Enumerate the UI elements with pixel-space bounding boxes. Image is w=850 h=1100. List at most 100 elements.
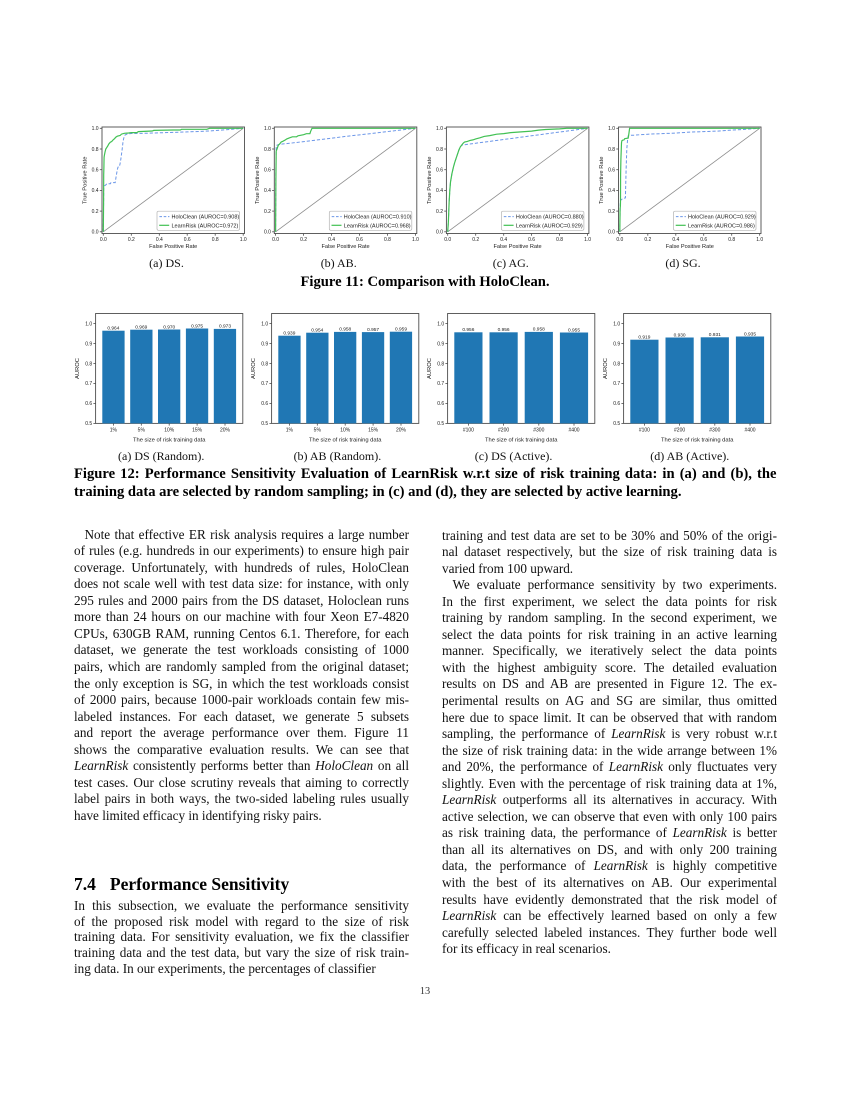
svg-text:True Positive Rate: True Positive Rate bbox=[427, 157, 433, 204]
svg-text:0.6: 0.6 bbox=[92, 168, 99, 174]
svg-text:10%: 10% bbox=[164, 428, 175, 434]
svg-text:0.9: 0.9 bbox=[437, 341, 444, 347]
svg-text:0.8: 0.8 bbox=[85, 361, 92, 367]
svg-text:0.6: 0.6 bbox=[261, 401, 268, 407]
svg-text:0.8: 0.8 bbox=[436, 147, 443, 153]
svg-text:HoloClean (AUROC=0.929): HoloClean (AUROC=0.929) bbox=[688, 215, 756, 221]
svg-text:0.9: 0.9 bbox=[261, 341, 268, 347]
svg-text:#200: #200 bbox=[674, 428, 685, 434]
svg-text:0.959: 0.959 bbox=[395, 327, 407, 333]
svg-text:0.6: 0.6 bbox=[608, 168, 615, 174]
svg-text:0.4: 0.4 bbox=[92, 188, 99, 194]
svg-text:0.2: 0.2 bbox=[92, 209, 99, 215]
svg-text:0.4: 0.4 bbox=[156, 237, 163, 243]
svg-text:0.954: 0.954 bbox=[311, 328, 323, 334]
svg-text:0.7: 0.7 bbox=[261, 381, 268, 387]
svg-text:20%: 20% bbox=[220, 428, 231, 434]
svg-text:15%: 15% bbox=[192, 428, 203, 434]
svg-text:LearnRisk (AUROC=0.972): LearnRisk (AUROC=0.972) bbox=[172, 223, 239, 229]
svg-text:0.919: 0.919 bbox=[638, 335, 650, 341]
svg-text:0.4: 0.4 bbox=[436, 188, 443, 194]
svg-text:0.6: 0.6 bbox=[528, 237, 535, 243]
svg-text:HoloClean (AUROC=0.908): HoloClean (AUROC=0.908) bbox=[172, 215, 240, 221]
svg-text:0.2: 0.2 bbox=[264, 209, 271, 215]
svg-text:0.8: 0.8 bbox=[556, 237, 563, 243]
svg-text:The size of risk training data: The size of risk training data bbox=[133, 437, 206, 443]
svg-text:0.4: 0.4 bbox=[672, 237, 679, 243]
svg-text:#300: #300 bbox=[533, 428, 544, 434]
svg-text:1.0: 1.0 bbox=[436, 126, 443, 132]
svg-text:HoloClean (AUROC=0.880): HoloClean (AUROC=0.880) bbox=[516, 215, 584, 221]
svg-text:10%: 10% bbox=[340, 428, 351, 434]
svg-text:0.0: 0.0 bbox=[92, 230, 99, 236]
svg-text:0.955: 0.955 bbox=[568, 327, 580, 333]
svg-text:0.975: 0.975 bbox=[191, 323, 203, 329]
svg-text:0.931: 0.931 bbox=[709, 332, 721, 338]
svg-text:0.6: 0.6 bbox=[184, 237, 191, 243]
svg-text:1.0: 1.0 bbox=[264, 126, 271, 132]
svg-text:True Positive Rate: True Positive Rate bbox=[83, 157, 89, 204]
svg-text:0.8: 0.8 bbox=[728, 237, 735, 243]
svg-text:1.0: 1.0 bbox=[412, 237, 419, 243]
svg-text:0.4: 0.4 bbox=[608, 188, 615, 194]
svg-text:0.0: 0.0 bbox=[444, 237, 451, 243]
svg-text:0.969: 0.969 bbox=[135, 325, 147, 331]
svg-text:0.958: 0.958 bbox=[339, 327, 351, 333]
svg-text:LearnRisk (AUROC=0.968): LearnRisk (AUROC=0.968) bbox=[344, 223, 411, 229]
svg-text:0.2: 0.2 bbox=[644, 237, 651, 243]
svg-text:1%: 1% bbox=[110, 428, 118, 434]
svg-text:0.2: 0.2 bbox=[128, 237, 135, 243]
svg-text:LearnRisk (AUROC=0.929): LearnRisk (AUROC=0.929) bbox=[516, 223, 583, 229]
svg-text:0.7: 0.7 bbox=[437, 381, 444, 387]
svg-text:0.930: 0.930 bbox=[674, 332, 686, 338]
svg-text:20%: 20% bbox=[396, 428, 407, 434]
svg-text:False Positive Rate: False Positive Rate bbox=[321, 244, 369, 250]
svg-text:0.9: 0.9 bbox=[85, 341, 92, 347]
svg-text:1%: 1% bbox=[286, 428, 294, 434]
svg-text:0.6: 0.6 bbox=[700, 237, 707, 243]
svg-text:0.8: 0.8 bbox=[261, 361, 268, 367]
svg-text:0.970: 0.970 bbox=[163, 324, 175, 330]
svg-text:AUROC: AUROC bbox=[427, 358, 433, 379]
svg-text:5%: 5% bbox=[314, 428, 322, 434]
svg-text:#400: #400 bbox=[744, 428, 755, 434]
svg-text:0.973: 0.973 bbox=[219, 324, 231, 330]
svg-text:1.0: 1.0 bbox=[85, 321, 92, 327]
svg-text:0.956: 0.956 bbox=[498, 327, 510, 333]
svg-text:0.7: 0.7 bbox=[85, 381, 92, 387]
svg-text:#100: #100 bbox=[463, 428, 474, 434]
svg-text:0.6: 0.6 bbox=[356, 237, 363, 243]
svg-text:#200: #200 bbox=[498, 428, 509, 434]
svg-text:#300: #300 bbox=[709, 428, 720, 434]
svg-text:0.0: 0.0 bbox=[436, 230, 443, 236]
svg-text:#400: #400 bbox=[568, 428, 579, 434]
svg-text:0.8: 0.8 bbox=[384, 237, 391, 243]
svg-text:0.0: 0.0 bbox=[616, 237, 623, 243]
svg-text:The size of risk training data: The size of risk training data bbox=[485, 437, 558, 443]
svg-text:0.956: 0.956 bbox=[462, 327, 474, 333]
svg-text:AUROC: AUROC bbox=[603, 358, 609, 379]
svg-text:0.5: 0.5 bbox=[261, 421, 268, 427]
svg-text:0.0: 0.0 bbox=[100, 237, 107, 243]
svg-text:0.0: 0.0 bbox=[272, 237, 279, 243]
svg-text:0.6: 0.6 bbox=[613, 401, 620, 407]
svg-text:HoloClean (AUROC=0.910): HoloClean (AUROC=0.910) bbox=[344, 215, 412, 221]
svg-text:0.8: 0.8 bbox=[92, 147, 99, 153]
svg-text:1.0: 1.0 bbox=[584, 237, 591, 243]
svg-text:True Positive Rate: True Positive Rate bbox=[255, 157, 261, 204]
svg-text:1.0: 1.0 bbox=[437, 321, 444, 327]
svg-text:LearnRisk (AUROC=0.986): LearnRisk (AUROC=0.986) bbox=[688, 223, 755, 229]
svg-text:0.7: 0.7 bbox=[613, 381, 620, 387]
svg-text:0.964: 0.964 bbox=[107, 326, 119, 332]
svg-text:True Positive Rate: True Positive Rate bbox=[599, 157, 605, 204]
svg-text:0.2: 0.2 bbox=[300, 237, 307, 243]
svg-text:0.4: 0.4 bbox=[328, 237, 335, 243]
svg-text:The size of risk training data: The size of risk training data bbox=[661, 437, 734, 443]
svg-text:False Positive Rate: False Positive Rate bbox=[666, 244, 714, 250]
svg-text:0.958: 0.958 bbox=[533, 327, 545, 333]
svg-text:0.8: 0.8 bbox=[437, 361, 444, 367]
svg-text:0.5: 0.5 bbox=[437, 421, 444, 427]
svg-text:1.0: 1.0 bbox=[756, 237, 763, 243]
svg-text:0.6: 0.6 bbox=[436, 168, 443, 174]
svg-text:0.2: 0.2 bbox=[436, 209, 443, 215]
